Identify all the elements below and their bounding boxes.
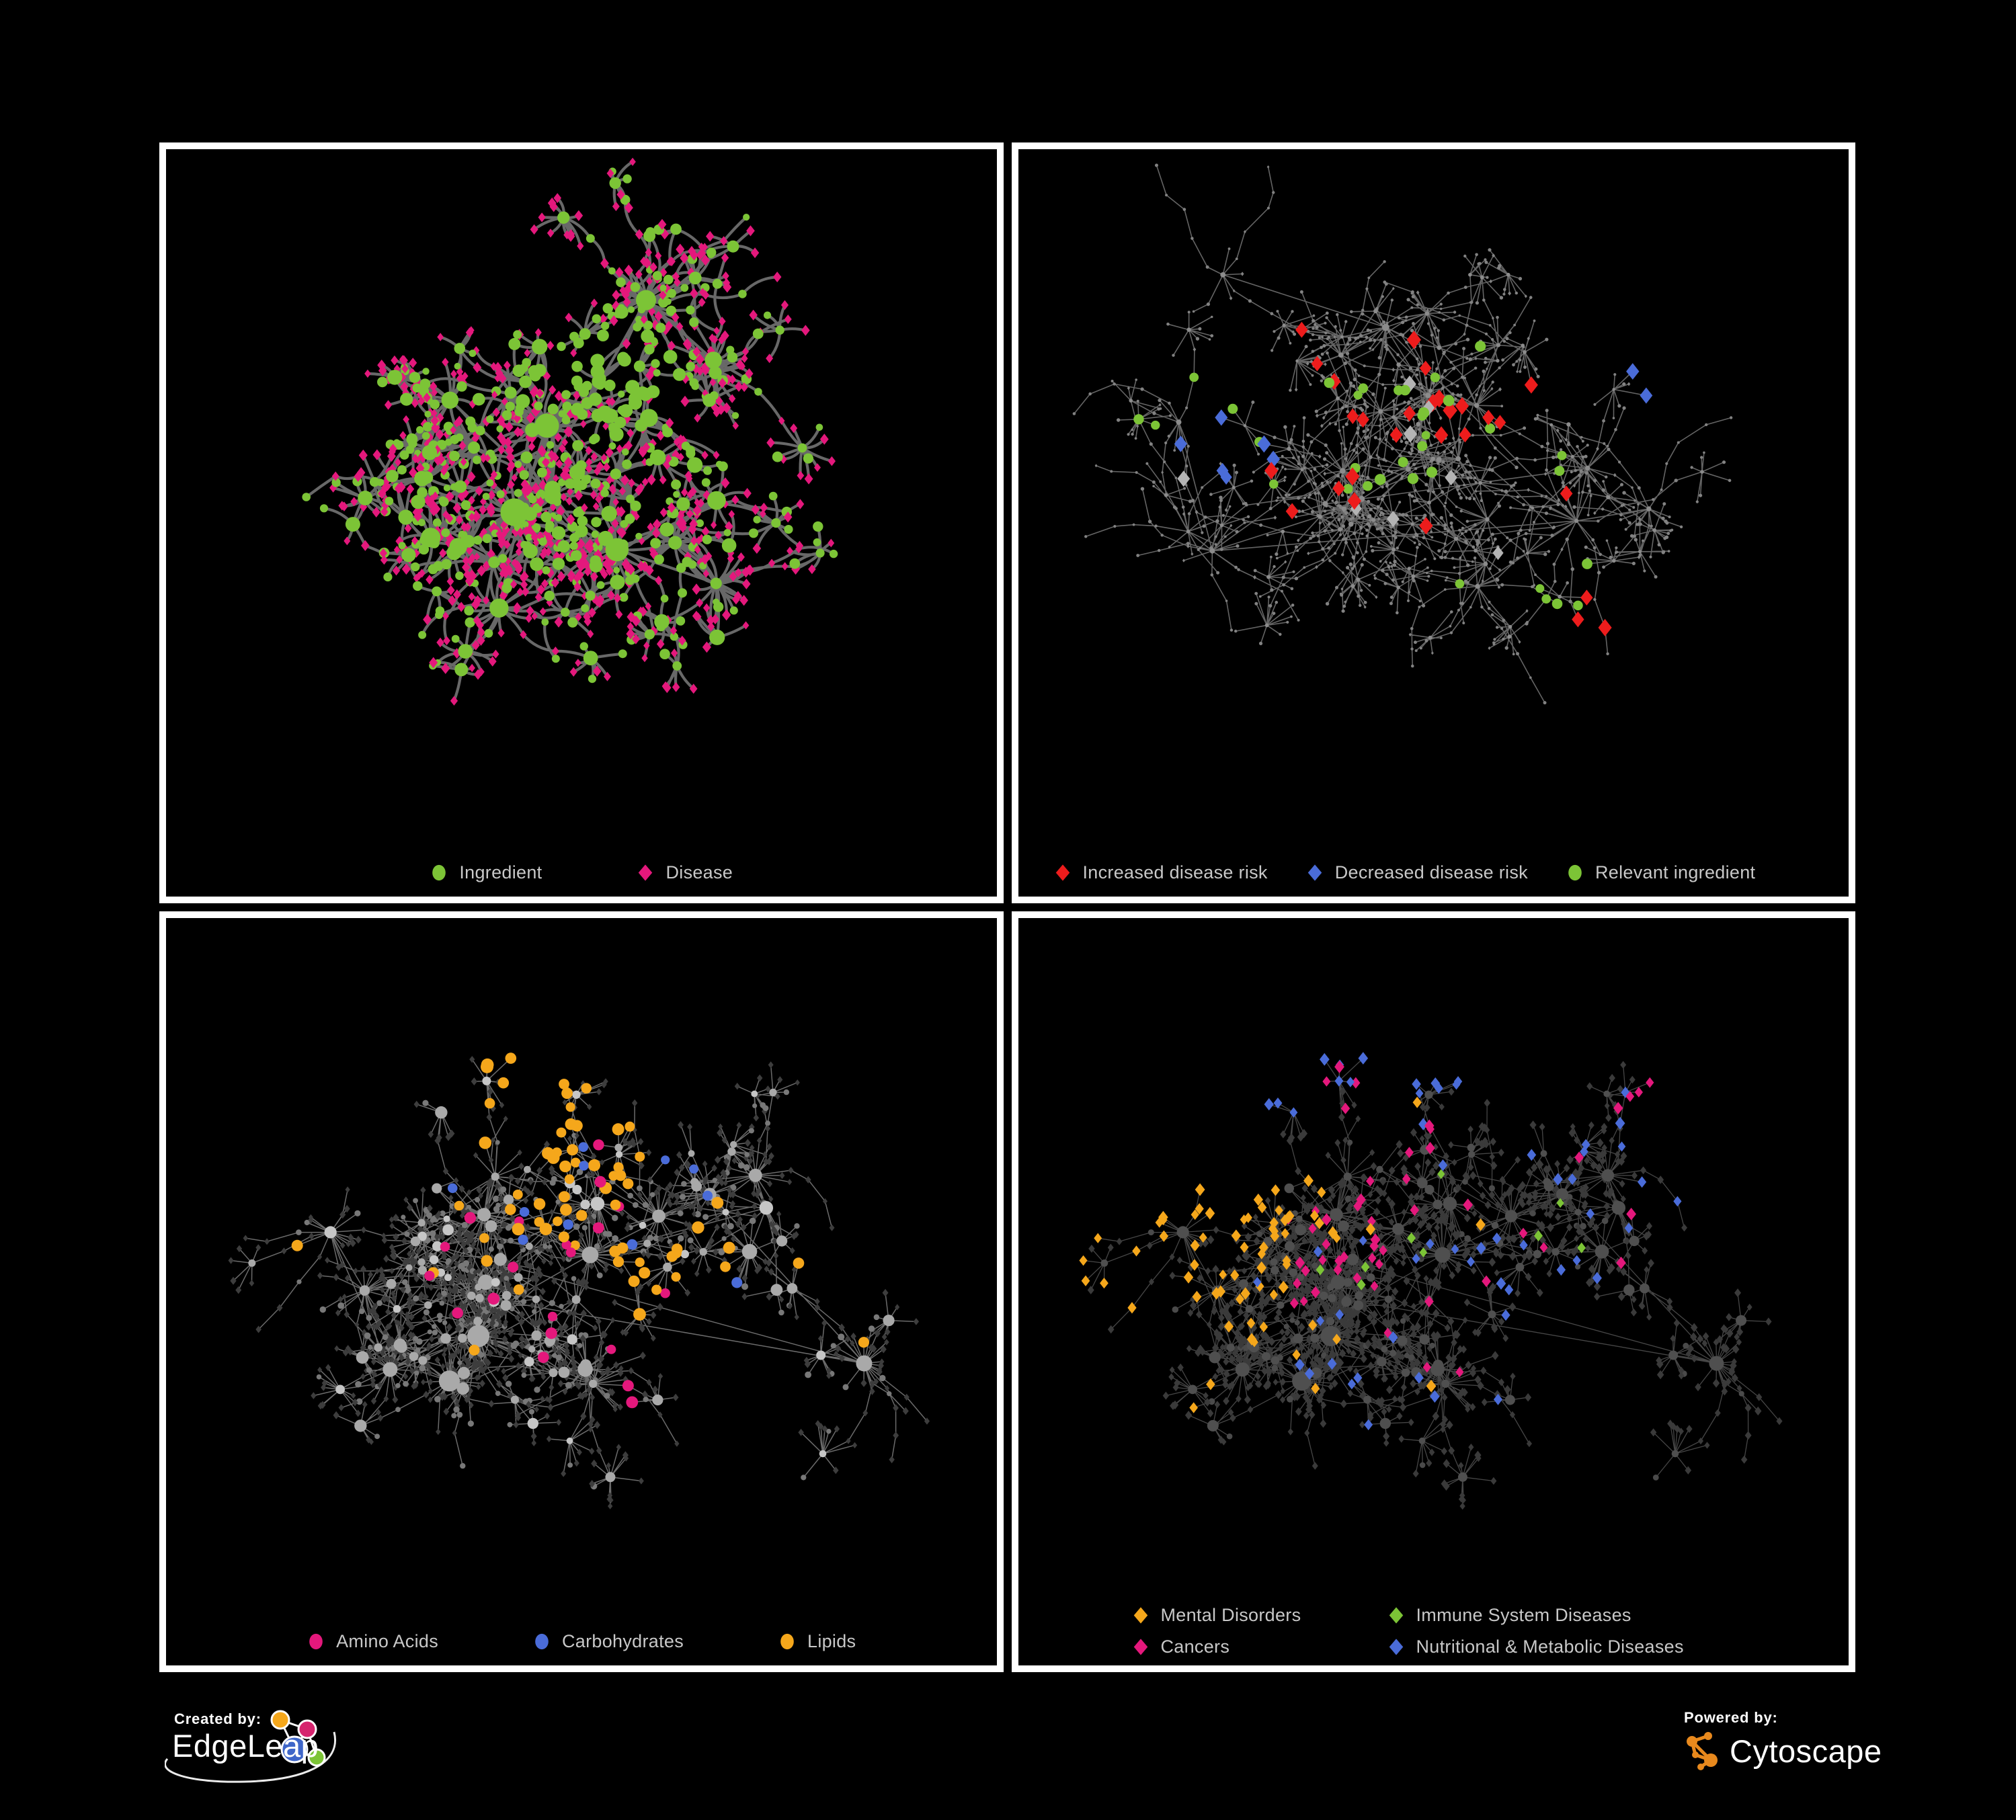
legend-item-immune-system-diseases: Immune System Diseases [1387, 1605, 1684, 1626]
panel-ingredient-disease: Ingredient Disease [159, 142, 1004, 903]
legend-label: Amino Acids [336, 1631, 438, 1651]
legend-label: Mental Disorders [1160, 1605, 1301, 1625]
legend-item-amino-acids: Amino Acids [307, 1631, 438, 1652]
edgeleap-credit: Created by: EdgeLeap [165, 1709, 481, 1820]
legend-label: Decreased disease risk [1334, 862, 1528, 882]
panel-nutrient-classes: Amino Acids Carbohydrates Lipids [159, 911, 1004, 1672]
legend-disease-risk: Increased disease risk Decreased disease … [1053, 862, 1756, 883]
legend-ingredient-disease: Ingredient Disease [166, 862, 997, 883]
highlight-nodes-layer [291, 1052, 870, 1409]
legend-item-relevant-ingredient: Relevant ingredient [1566, 862, 1755, 883]
base-nodes-layer [228, 1056, 930, 1509]
highlight-nodes-layer [1078, 1052, 1681, 1431]
panel-disease-classes: Mental Disorders Immune System Diseases Ca… [1011, 911, 1855, 1672]
legend-item-mental-disorders: Mental Disorders [1131, 1605, 1387, 1626]
legend-item-lipids: Lipids [778, 1631, 856, 1652]
cytoscape-credit: Powered by: Cytoscape [1684, 1709, 1980, 1790]
edges-layer [1073, 165, 1732, 704]
legend-swatch-circle-icon [309, 1633, 323, 1650]
panels-grid: Ingredient Disease Increased disease risk… [159, 142, 1855, 1672]
edgeleap-logo-icon [165, 1710, 336, 1783]
legend-swatch-diamond-icon [1133, 1639, 1147, 1655]
legend-swatch-diamond-icon [639, 864, 653, 881]
legend-swatch-diamond-icon [1133, 1607, 1147, 1624]
legend-item-disease: Disease [636, 862, 733, 883]
powered-by-label: Powered by: [1684, 1709, 1778, 1726]
base-nodes-layer [1087, 1061, 1783, 1510]
legend-label: Immune System Diseases [1416, 1605, 1631, 1625]
legend-label: Nutritional & Metabolic Diseases [1416, 1637, 1684, 1657]
legend-label: Disease [666, 862, 733, 882]
panel-disease-risk: Increased disease risk Decreased disease … [1011, 142, 1855, 903]
legend-label: Increased disease risk [1082, 862, 1268, 882]
cytoscape-wordmark: Cytoscape [1730, 1733, 1882, 1769]
legend-swatch-diamond-icon [1307, 864, 1322, 881]
legend-label: Lipids [807, 1631, 856, 1651]
legend-label: Carbohydrates [562, 1631, 684, 1651]
legend-swatch-diamond-icon [1389, 1639, 1403, 1655]
base-nodes-layer [302, 157, 838, 706]
legend-item-cancers: Cancers [1131, 1637, 1387, 1657]
created-by-label: Created by: [174, 1710, 261, 1727]
legend-label: Relevant ingredient [1595, 862, 1756, 882]
legend-swatch-diamond-icon [1389, 1607, 1403, 1624]
highlight-nodes-layer [472, 305, 699, 442]
legend-label: Cancers [1160, 1637, 1230, 1657]
legend-item-ingredient: Ingredient [430, 862, 542, 883]
legend-swatch-circle-icon [432, 864, 446, 881]
cytoscape-logo-icon [1687, 1732, 1718, 1770]
legend-swatch-circle-icon [780, 1633, 794, 1650]
legend-item-carbohydrates: Carbohydrates [532, 1631, 684, 1652]
legend-label: Ingredient [459, 862, 542, 882]
network-graph-ingredient-disease [302, 157, 838, 706]
legend-swatch-circle-icon [1568, 864, 1582, 881]
legend-disease-classes: Mental Disorders Immune System Diseases Ca… [1131, 1605, 1684, 1657]
legend-item-nutritional-metabolic-diseases: Nutritional & Metabolic Diseases [1387, 1637, 1684, 1657]
legend-item-decreased-disease-risk: Decreased disease risk [1305, 862, 1528, 883]
network-graph-disease-classes [1078, 1052, 1783, 1510]
network-graph-nutrient-classes [228, 1052, 930, 1509]
legend-nutrient-classes: Amino Acids Carbohydrates Lipids [166, 1631, 997, 1652]
legend-swatch-diamond-icon [1055, 864, 1070, 881]
edgeleap-wordmark: EdgeLeap [172, 1728, 319, 1764]
legend-swatch-circle-icon [535, 1633, 549, 1650]
network-graph-disease-risk [1072, 163, 1732, 705]
legend-item-increased-disease-risk: Increased disease risk [1053, 862, 1268, 883]
